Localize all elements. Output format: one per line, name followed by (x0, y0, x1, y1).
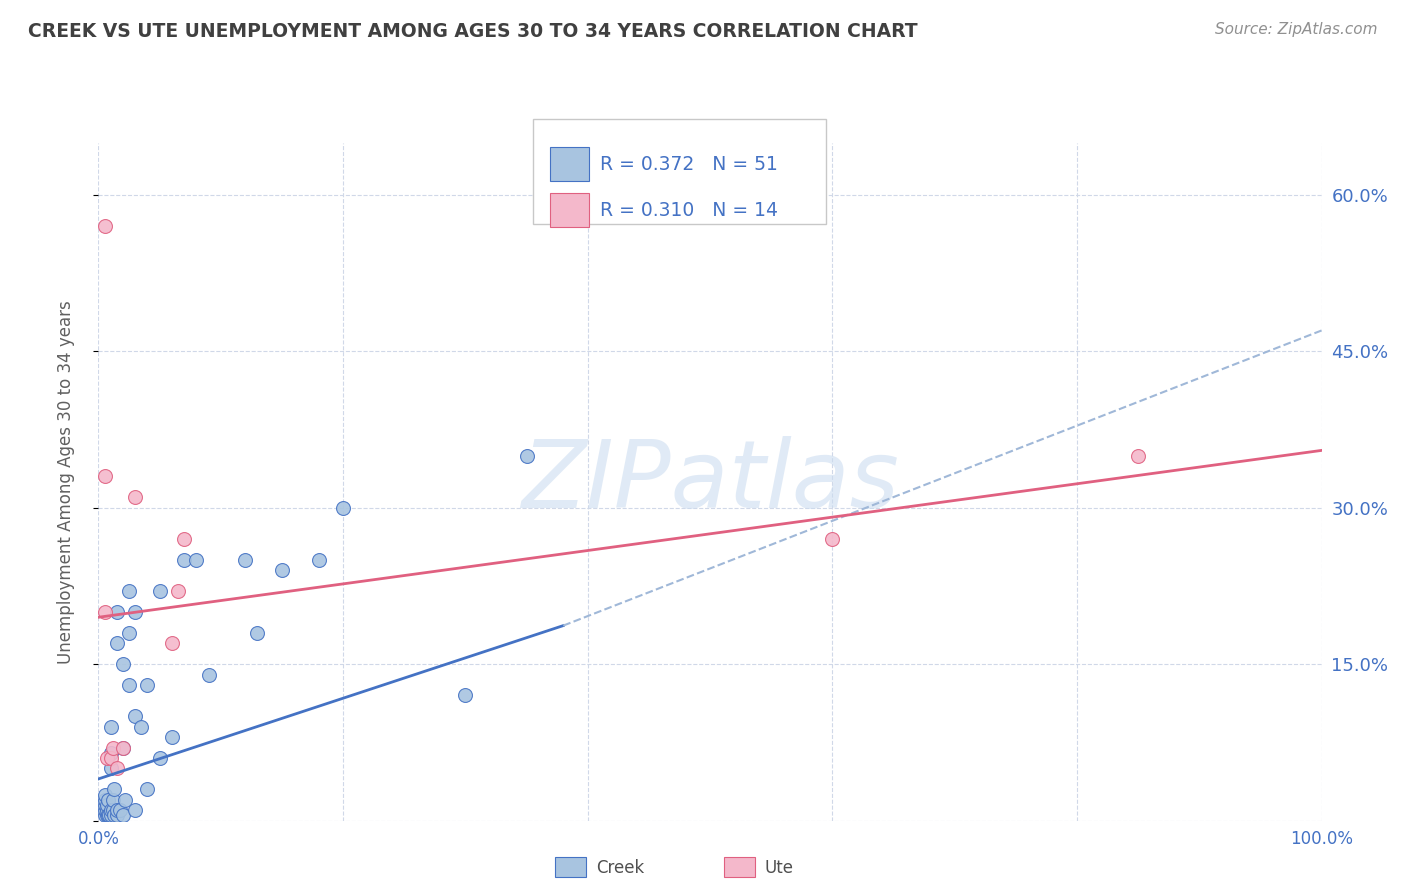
Point (98, 808, 121, 822)
Point (136, 678, 159, 692)
Y-axis label: Unemployment Among Ages 30 to 34 years: Unemployment Among Ages 30 to 34 years (56, 300, 75, 664)
Point (93, 605, 115, 619)
Point (197, 667, 219, 681)
Point (105, 636, 128, 650)
Point (93, 808, 115, 822)
Point (105, 803, 128, 817)
Point (111, 808, 134, 822)
Point (124, 709, 146, 723)
Point (515, 449, 537, 463)
Point (129, 720, 152, 734)
Point (93, 793, 115, 807)
Point (96, 797, 118, 812)
Point (111, 657, 134, 672)
Point (270, 563, 294, 577)
Text: R = 0.372   N = 51: R = 0.372 N = 51 (600, 154, 778, 174)
Point (101, 803, 124, 817)
Point (332, 500, 354, 515)
Point (124, 491, 146, 505)
Point (111, 740, 134, 755)
Point (124, 605, 146, 619)
Point (160, 730, 183, 744)
Point (111, 740, 134, 755)
Point (124, 803, 146, 817)
Point (103, 808, 125, 822)
Point (160, 636, 183, 650)
Point (105, 605, 128, 619)
Point (1128, 449, 1150, 463)
Point (821, 532, 844, 546)
Point (149, 751, 172, 765)
Point (308, 553, 330, 567)
Point (100, 746, 122, 760)
Point (96, 803, 118, 817)
Point (93, 803, 115, 817)
Point (97, 793, 120, 807)
Text: ZIPatlas: ZIPatlas (522, 436, 898, 527)
Point (101, 740, 124, 755)
Point (96, 751, 118, 765)
Point (110, 803, 132, 817)
Point (167, 584, 190, 599)
Text: Creek: Creek (596, 859, 644, 877)
Point (93, 469, 115, 483)
Point (233, 553, 256, 567)
Text: R = 0.310   N = 14: R = 0.310 N = 14 (600, 201, 778, 220)
Point (118, 678, 141, 692)
Point (186, 553, 208, 567)
Point (100, 762, 122, 776)
Point (103, 782, 125, 797)
Point (100, 751, 122, 765)
Point (149, 584, 172, 599)
Text: CREEK VS UTE UNEMPLOYMENT AMONG AGES 30 TO 34 YEARS CORRELATION CHART: CREEK VS UTE UNEMPLOYMENT AMONG AGES 30 … (28, 22, 918, 41)
Text: Ute: Ute (765, 859, 794, 877)
Point (114, 793, 136, 807)
Point (118, 584, 141, 599)
Point (118, 626, 141, 640)
Point (100, 720, 122, 734)
Point (93, 788, 115, 802)
Point (246, 626, 269, 640)
Point (101, 793, 124, 807)
Point (96, 808, 118, 822)
Point (93, 797, 115, 812)
Point (97, 808, 120, 822)
Point (100, 808, 122, 822)
Point (93, 219, 115, 234)
Point (454, 689, 477, 703)
Point (105, 762, 128, 776)
Point (173, 532, 195, 546)
Point (105, 808, 128, 822)
Point (100, 803, 122, 817)
Text: Source: ZipAtlas.com: Source: ZipAtlas.com (1215, 22, 1378, 37)
Point (136, 782, 159, 797)
Point (173, 553, 195, 567)
